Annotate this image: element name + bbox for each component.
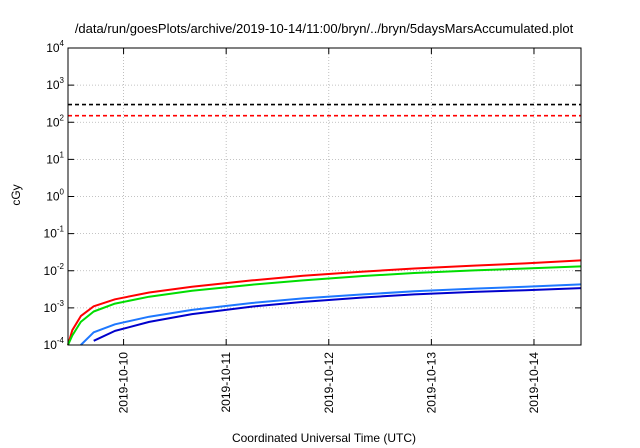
y-tick-label: 103 bbox=[46, 76, 64, 92]
series-line bbox=[93, 287, 582, 342]
y-tick-exponent: 0 bbox=[60, 188, 65, 197]
y-tick-exponent: 3 bbox=[60, 76, 65, 85]
x-axis-label: Coordinated Universal Time (UTC) bbox=[232, 431, 416, 445]
y-tick-exponent: 1 bbox=[60, 150, 65, 159]
y-tick-exponent: -4 bbox=[57, 336, 65, 345]
y-tick-exponent: -1 bbox=[57, 225, 65, 234]
y-tick-exponent: 4 bbox=[60, 39, 65, 48]
x-tick-label: 2019-10-11 bbox=[219, 352, 233, 413]
x-tick-label: 2019-10-10 bbox=[117, 352, 131, 414]
reference-lines bbox=[68, 103, 581, 117]
chart-title: /data/run/goesPlots/archive/2019-10-14/1… bbox=[75, 21, 574, 36]
series-line bbox=[67, 259, 582, 346]
y-tick-label: 102 bbox=[46, 113, 64, 129]
y-tick-exponent: -3 bbox=[57, 299, 65, 308]
x-tick-label: 2019-10-13 bbox=[424, 352, 438, 414]
x-tick-label: 2019-10-12 bbox=[322, 352, 336, 414]
series-line bbox=[67, 265, 582, 346]
x-tick-label: 2019-10-14 bbox=[527, 352, 541, 414]
y-tick-exponent: 2 bbox=[60, 113, 65, 122]
series-line bbox=[80, 283, 582, 346]
y-tick-label: 10-2 bbox=[44, 262, 65, 278]
series-group bbox=[67, 259, 582, 346]
y-tick-label: 100 bbox=[46, 188, 64, 204]
y-tick-label: 101 bbox=[46, 150, 64, 166]
y-tick-label: 104 bbox=[46, 39, 64, 55]
y-tick-label: 10-1 bbox=[44, 225, 65, 241]
y-tick-exponent: -2 bbox=[57, 262, 65, 271]
y-axis-label: cGy bbox=[9, 184, 23, 205]
x-axis: 2019-10-10 2019-10-11 2019-10-12 2019-10-13… bbox=[117, 48, 541, 413]
y-tick-label: 10-4 bbox=[44, 336, 65, 352]
y-tick-label: 10-3 bbox=[44, 299, 65, 315]
